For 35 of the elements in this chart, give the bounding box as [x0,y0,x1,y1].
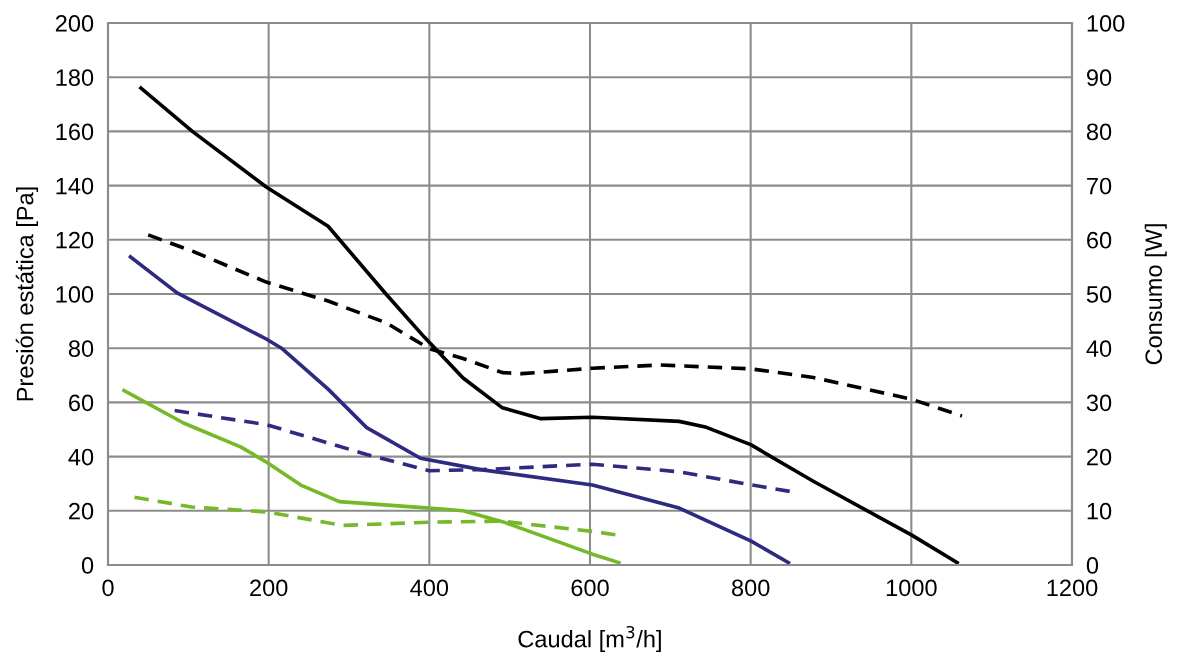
x-tick-label: 200 [250,579,288,597]
x-tick-label: 600 [571,579,609,597]
y-tick-label: 140 [56,177,94,195]
y-tick-label: 120 [56,231,94,249]
y-tick-label: 40 [68,448,94,466]
y-tick-label: 160 [56,123,94,141]
y2-tick-label: 40 [1086,340,1112,357]
line-series [122,388,621,565]
line-series [128,255,791,565]
y-tick-label: 180 [56,69,94,86]
y-tick-label: 0 [81,557,94,574]
y2-tick-label: 70 [1087,177,1112,195]
y2-tick-label: 10 [1087,502,1112,520]
y-tick-label: 20 [69,502,94,520]
x-tick-label: 1000 [886,579,937,597]
y2-tick-label: 20 [1087,448,1112,466]
y-tick-label: 200 [55,15,94,32]
y-tick-label: 60 [69,394,94,412]
y2-tick-label: 100 [1087,15,1125,32]
x-axis-title: Caudal [m$^{3}$/h] [518,625,661,653]
y2-axis-title: Consumo [W] [1144,224,1167,365]
x-tick-label: 1200 [1047,579,1098,597]
y2-tick-label: 60 [1087,231,1112,249]
y-tick-label: 100 [56,286,94,303]
x-tick-label: 0 [102,579,114,597]
y2-tick-label: 0 [1086,557,1099,574]
y-axis-title: Presión estática [Pa] [15,187,39,401]
y-tick-label: 80 [68,340,94,357]
y2-tick-label: 80 [1086,123,1112,141]
y2-tick-label: 30 [1086,394,1112,412]
y2-tick-label: 50 [1086,286,1112,303]
y2-tick-label: 90 [1087,69,1112,86]
x-tick-label: 800 [732,579,770,597]
x-tick-label: 400 [410,579,449,597]
line-series [139,86,959,565]
